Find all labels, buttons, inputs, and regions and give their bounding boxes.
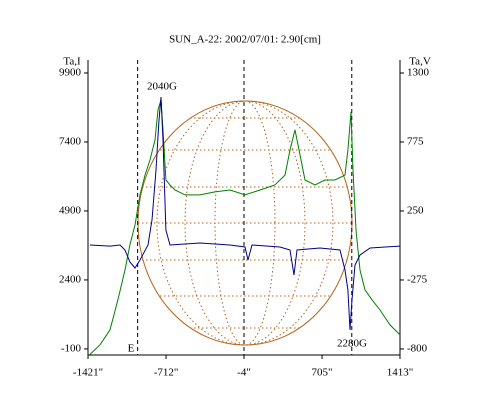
y-tick-label: 4900 xyxy=(59,204,82,216)
y-axis-label: Ta,I xyxy=(63,56,81,68)
x-tick-label: 705" xyxy=(312,367,333,379)
annotation: E xyxy=(128,343,135,355)
series-line xyxy=(89,99,401,355)
y2-axis-label: Ta,V xyxy=(409,56,431,68)
x-tick-label: -4" xyxy=(237,367,251,379)
chart-title: SUN_A-22: 2002/07/01: 2.90[cm] xyxy=(169,34,321,46)
series-line xyxy=(89,97,401,331)
y2-tick-label: 1300 xyxy=(407,67,430,79)
x-tick-label: -1421" xyxy=(73,367,103,379)
y-tick-label: 9900 xyxy=(59,67,82,79)
globe-meridian xyxy=(156,100,334,346)
globe-meridian xyxy=(184,100,306,346)
y-tick-label: 2400 xyxy=(59,273,82,285)
x-tick-label: 1413" xyxy=(387,367,414,379)
y2-tick-label: -275 xyxy=(407,274,428,286)
y-tick-label: -100 xyxy=(61,342,82,354)
x-tick-label: -712" xyxy=(154,367,179,379)
y2-tick-label: 775 xyxy=(407,136,424,148)
annotation: 2040G xyxy=(147,81,177,93)
y2-tick-label: 250 xyxy=(407,205,424,217)
y2-tick-label: -800 xyxy=(407,342,428,354)
y-tick-label: 7400 xyxy=(59,135,82,147)
